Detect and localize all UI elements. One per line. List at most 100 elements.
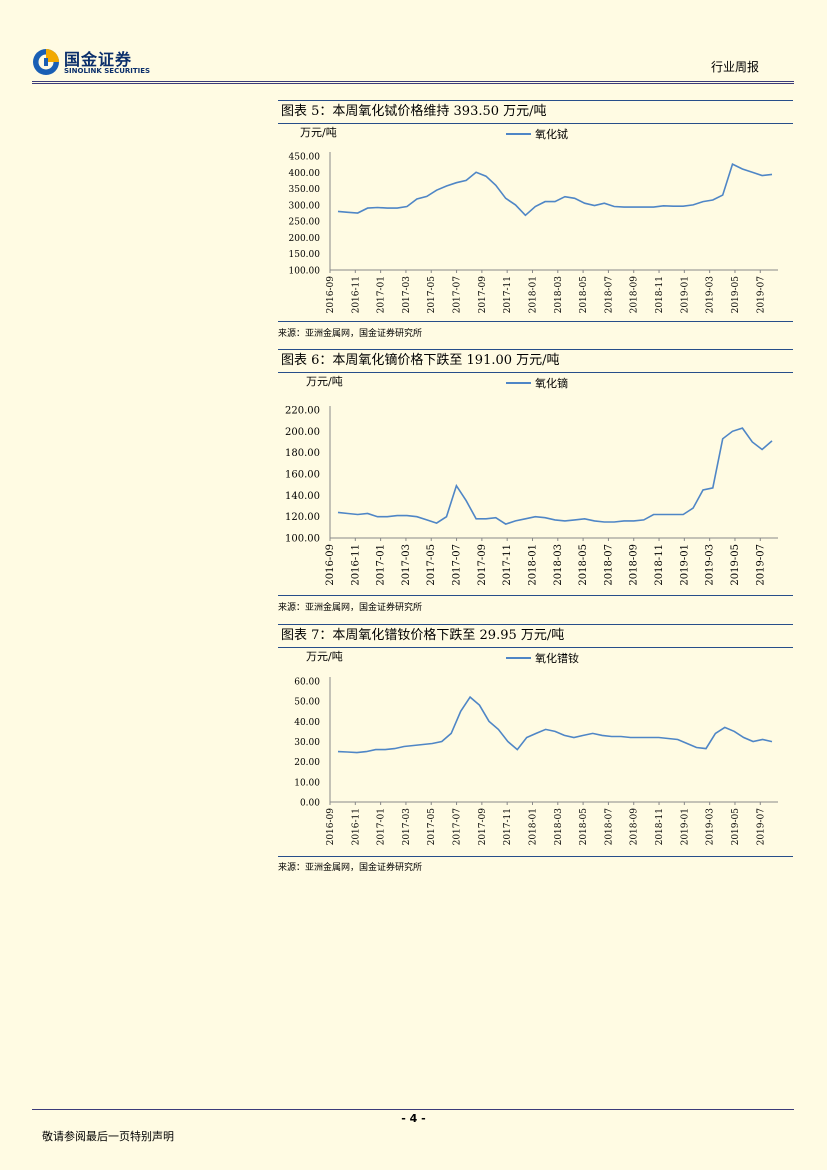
- figure-praseodymium-neodymium: 图表 7：本周氧化镨钕价格下跌至 29.95 万元/吨 万元/吨 氧化镨钕 60.0…: [278, 624, 793, 874]
- x-tick-label: 2017-09: [478, 808, 488, 846]
- x-tick-label: 2018-07: [604, 276, 614, 314]
- x-tick-label: 2017-03: [402, 808, 412, 846]
- x-tick-label: 2018-01: [527, 544, 538, 586]
- report-type: 行业周报: [710, 60, 759, 74]
- x-tick-label: 2019-03: [705, 544, 716, 586]
- x-tick-label: 2017-01: [377, 276, 387, 313]
- y-unit-label: 万元/吨: [300, 126, 337, 139]
- y-tick-label: 140.00: [285, 491, 320, 502]
- chart-dysprosium-oxide: 万元/吨 氧化镝 220.00 200.00 180.00 160.00 140.00 120…: [285, 375, 778, 586]
- x-tick-label: 2018-07: [603, 544, 614, 586]
- header-divider: [32, 81, 794, 82]
- footer-divider: [32, 1109, 794, 1110]
- figure-bottom-rule: [278, 321, 793, 322]
- y-tick-label: 350.00: [289, 185, 321, 195]
- series-line: [337, 695, 773, 754]
- x-tick-label: 2017-05: [426, 544, 437, 586]
- x-tick-label: 2019-01: [679, 544, 690, 586]
- series-line: [337, 162, 773, 217]
- logo-text-cn: 国金证券: [64, 50, 133, 69]
- x-tick-label: 2017-07: [453, 276, 463, 314]
- x-tick-label: 2016-11: [351, 808, 361, 845]
- x-tick-label: 2018-09: [629, 544, 640, 586]
- x-tick-label: 2019-07: [756, 808, 766, 846]
- x-tick-label: 2018-05: [579, 276, 589, 314]
- x-tick-label: 2017-01: [376, 544, 387, 586]
- y-tick-label: 180.00: [285, 448, 320, 459]
- y-tick-label: 120.00: [285, 512, 320, 523]
- x-tick-label: 2019-01: [680, 808, 690, 845]
- x-tick-label: 2018-05: [578, 544, 589, 586]
- x-tick-label: 2019-01: [680, 276, 690, 313]
- figure-source: 来源：亚洲金属网，国金证券研究所: [278, 329, 423, 339]
- x-tick-label: 2018-03: [553, 544, 564, 586]
- y-tick-label: 450.00: [289, 153, 321, 163]
- x-tick-label: 2016-11: [351, 276, 361, 313]
- x-tick-label: 2019-07: [756, 276, 766, 314]
- x-tick-label: 2018-03: [554, 808, 564, 846]
- x-tick-label: 2019-05: [731, 276, 741, 314]
- y-tick-label: 100.00: [289, 267, 321, 277]
- x-tick-label: 2019-03: [706, 808, 716, 846]
- figure-source: 来源：亚洲金属网，国金证券研究所: [278, 603, 423, 613]
- y-unit-label: 万元/吨: [306, 375, 343, 388]
- x-tick-label: 2018-11: [655, 808, 665, 845]
- x-tick-label: 2017-09: [477, 544, 488, 586]
- y-tick-label: 250.00: [289, 218, 321, 228]
- x-tick-label: 2017-11: [502, 544, 513, 586]
- x-tick-label: 2017-05: [427, 276, 437, 314]
- y-tick-label: 100.00: [285, 534, 320, 545]
- figure-bottom-rule: [278, 856, 793, 857]
- x-tick-label: 2018-11: [654, 544, 665, 586]
- x-tick-label: 2016-09: [326, 808, 336, 846]
- figure-title: 图表 6：本周氧化镝价格下跌至 191.00 万元/吨: [278, 349, 793, 373]
- x-tick-label: 2016-09: [326, 276, 336, 314]
- y-tick-label: 10.00: [294, 778, 320, 788]
- x-tick-label: 2018-03: [554, 276, 564, 314]
- x-tick-label: 2016-11: [350, 544, 361, 586]
- y-tick-label: 0.00: [300, 799, 320, 809]
- y-unit-label: 万元/吨: [306, 650, 343, 663]
- x-tick-label: 2018-07: [604, 808, 614, 846]
- figure-title: 图表 7：本周氧化镨钕价格下跌至 29.95 万元/吨: [278, 624, 793, 648]
- x-tick-label: 2017-07: [452, 544, 463, 586]
- chart-praseodymium-neodymium-oxide: 万元/吨 氧化镨钕 60.00 50.00 40.00 30.00 20.00 10.00 0.…: [294, 650, 778, 846]
- y-tick-label: 30.00: [294, 738, 320, 748]
- y-tick-label: 200.00: [289, 234, 321, 244]
- x-tick-label: 2017-11: [503, 276, 513, 313]
- figure-dysprosium: 图表 6：本周氧化镝价格下跌至 191.00 万元/吨 万元/吨 氧化镝 220.0…: [278, 349, 793, 617]
- figure-bottom-rule: [278, 595, 793, 596]
- series-line: [337, 427, 773, 525]
- figure-title: 图表 5：本周氧化铽价格维持 393.50 万元/吨: [278, 100, 793, 124]
- x-tick-label: 2018-11: [655, 276, 665, 313]
- x-tick-label: 2019-05: [731, 808, 741, 846]
- header-divider-secondary: [32, 83, 794, 84]
- x-tick-label: 2017-01: [377, 808, 387, 845]
- page-number: - 4 -: [401, 1112, 426, 1125]
- x-tick-label: 2018-01: [528, 808, 538, 845]
- chart-terbium-oxide: 万元/吨 氧化铽 450.00 400.00 350.00 300.00 250.00 200…: [289, 126, 778, 314]
- x-tick-label: 2019-03: [706, 276, 716, 314]
- x-tick-label: 2017-05: [427, 808, 437, 846]
- x-tick-label: 2019-05: [730, 544, 741, 586]
- legend-label: 氧化铽: [535, 127, 568, 141]
- company-logo: 国金证券 SINOLINK SECURITIES: [32, 46, 162, 80]
- logo-text-en: SINOLINK SECURITIES: [64, 67, 151, 75]
- figure-source: 来源：亚洲金属网，国金证券研究所: [278, 863, 423, 873]
- y-tick-label: 40.00: [294, 718, 320, 728]
- y-tick-label: 200.00: [285, 427, 320, 438]
- y-tick-label: 50.00: [294, 698, 320, 708]
- disclaimer-note: 敬请参阅最后一页特别声明: [42, 1130, 174, 1143]
- x-tick-label: 2016-09: [325, 544, 336, 586]
- x-tick-label: 2017-03: [402, 276, 412, 314]
- x-tick-label: 2017-07: [453, 808, 463, 846]
- y-tick-label: 400.00: [289, 169, 321, 179]
- x-tick-label: 2018-05: [579, 808, 589, 846]
- y-tick-label: 20.00: [294, 758, 320, 768]
- x-tick-label: 2017-03: [401, 544, 412, 586]
- x-tick-label: 2018-09: [630, 808, 640, 846]
- y-tick-label: 60.00: [294, 678, 320, 688]
- logo-mark-icon: [33, 49, 59, 75]
- x-tick-label: 2017-11: [503, 808, 513, 845]
- y-tick-label: 300.00: [289, 201, 321, 211]
